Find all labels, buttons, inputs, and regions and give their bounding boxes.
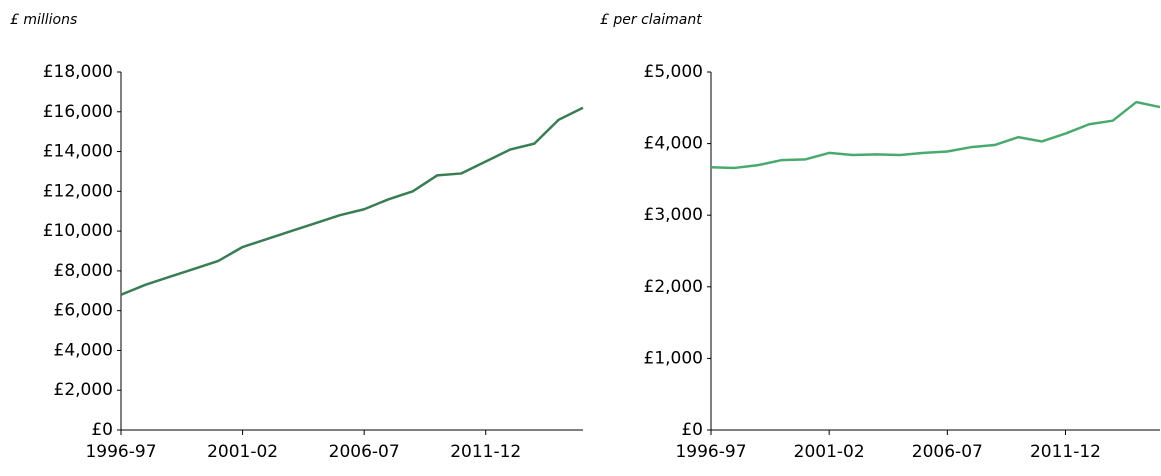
y-tick-label: £4,000 xyxy=(54,340,113,360)
y-tick-label: £3,000 xyxy=(644,205,703,225)
y-tick-label: £5,000 xyxy=(644,62,703,82)
y-tick-label: £14,000 xyxy=(43,142,113,162)
y-tick-label: £2,000 xyxy=(644,277,703,297)
y-tick-label: £2,000 xyxy=(54,380,113,400)
line xyxy=(710,100,1161,170)
x-tick-label: 1996-97 xyxy=(85,442,156,462)
axis-subtitle: £ millions xyxy=(10,12,77,28)
y-tick-label: £8,000 xyxy=(54,261,113,281)
x-tick-label: 2001-02 xyxy=(794,442,865,462)
x-tick-label: 2006-07 xyxy=(329,442,400,462)
y-tick-label: £1,000 xyxy=(644,348,703,368)
axis-subtitle: £ per claimant xyxy=(600,12,702,28)
x-tick-label: 2011-12 xyxy=(450,442,521,462)
line xyxy=(120,106,584,296)
x-tick-label: 2011-12 xyxy=(1030,442,1101,462)
x-tick-label: 1996-97 xyxy=(675,442,746,462)
y-tick-label: £0 xyxy=(91,420,113,440)
y-tick-label: £4,000 xyxy=(644,134,703,154)
y-tick-label: £0 xyxy=(681,420,703,440)
y-tick-label: £18,000 xyxy=(43,62,113,82)
x-tick-label: 2001-02 xyxy=(207,442,278,462)
y-tick-label: £10,000 xyxy=(43,221,113,241)
y-tick-label: £16,000 xyxy=(43,102,113,122)
y-tick-label: £12,000 xyxy=(43,181,113,201)
y-tick-label: £6,000 xyxy=(54,301,113,321)
x-tick-label: 2006-07 xyxy=(912,442,983,462)
